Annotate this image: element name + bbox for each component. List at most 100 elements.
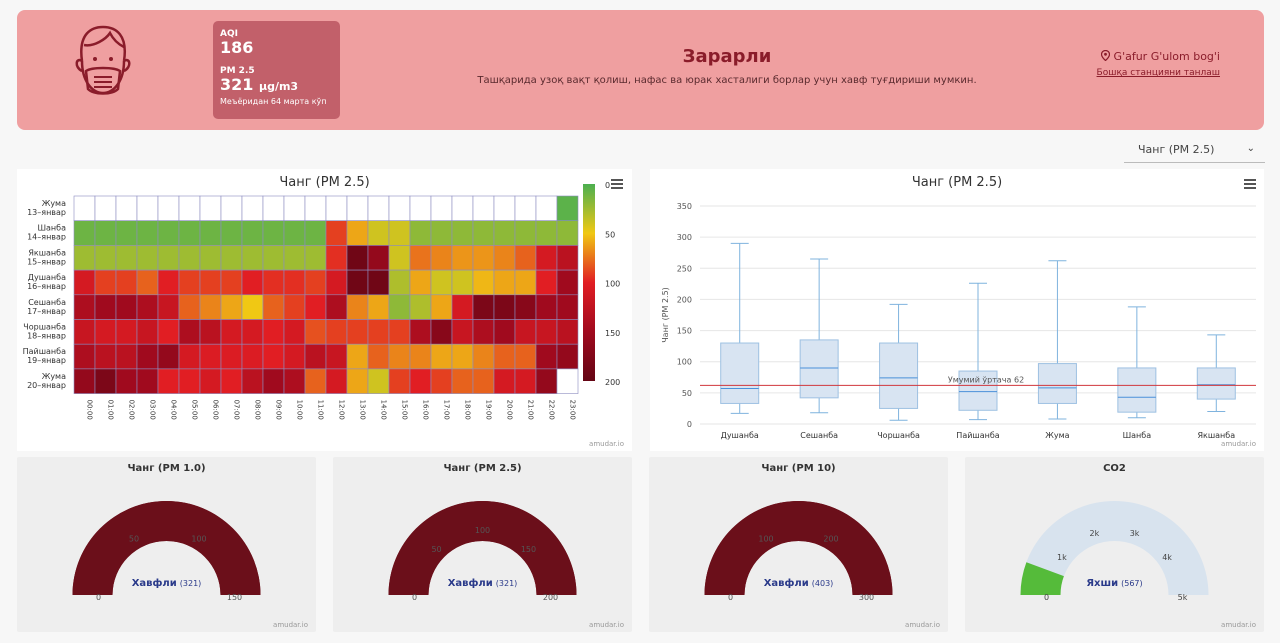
heatmap-cell (535, 294, 558, 320)
heatmap-cell (115, 343, 138, 370)
heatmap-scale-tick: 50 (605, 230, 615, 239)
gauge-status: Яхши (1086, 578, 1118, 589)
heatmap-day-label: Якшанба 15–январ (27, 248, 66, 266)
heatmap-cell (115, 195, 138, 222)
heatmap-cell (325, 343, 348, 370)
change-station-link[interactable]: Бошқа станцияни танлаш (1096, 68, 1220, 78)
heatmap-cell (493, 294, 516, 320)
gauge-pm1: 0 50 100 150 Хавфли (321) (72, 501, 261, 602)
heatmap-cell (178, 319, 201, 345)
heatmap-cell (325, 368, 348, 394)
heatmap-menu-icon[interactable] (611, 179, 623, 189)
heatmap-cell (304, 343, 327, 370)
heatmap-cell (535, 195, 558, 222)
heatmap-cell (514, 245, 537, 271)
heatmap-panel: Чанг (PM 2.5) Жума 13–январ Шанба 14–январ Я… (17, 169, 632, 451)
boxplot-menu-icon[interactable] (1244, 179, 1256, 189)
gauge-value-label: Хавфли (321) (132, 577, 202, 589)
pollutant-select[interactable]: Чанг (PM 2.5) ⌄ (1124, 137, 1265, 163)
heatmap-cell (283, 220, 306, 246)
heatmap-cell (493, 319, 516, 345)
heatmap-cell (115, 269, 138, 296)
heatmap-cell (157, 269, 180, 296)
heatmap-cell (514, 195, 537, 222)
heatmap-cell (73, 220, 96, 246)
heatmap-cell (199, 343, 222, 370)
heatmap-cell (451, 343, 474, 370)
heatmap-cell (451, 220, 474, 246)
gauge-panel-pm1: Чанг (PM 1.0) 0 50 100 150 Хавфли (321) amuda… (17, 457, 316, 632)
heatmap-cell (115, 294, 138, 320)
heatmap-cell (262, 220, 285, 246)
heatmap-cell (241, 245, 264, 271)
heatmap-cell (178, 220, 201, 246)
heatmap-cell (136, 294, 159, 320)
station-name-row: G'afur G'ulom bog'i (1097, 49, 1220, 63)
heatmap-cell (367, 195, 390, 222)
heatmap-cell (409, 319, 432, 345)
heatmap-cell (388, 343, 411, 370)
gauge-pm25: 0 50 100 150 200 Хавфли (321) (388, 501, 577, 602)
heatmap-cell (367, 319, 390, 345)
gauge-value: (567) (1121, 579, 1143, 588)
heatmap-cell (199, 245, 222, 271)
heatmap-hour-label: 02:00 (128, 400, 136, 420)
heatmap-cell (73, 343, 96, 370)
heatmap-cell (157, 195, 180, 222)
heatmap-cell (514, 269, 537, 296)
heatmap-hour-label: 22:00 (548, 400, 556, 420)
heatmap-cell (535, 245, 558, 271)
boxplot-category-label: Якшанба (1197, 431, 1235, 440)
heatmap-cell (283, 195, 306, 222)
heatmap-cell (241, 319, 264, 345)
heatmap-cell (94, 269, 117, 296)
heatmap-cell (199, 195, 222, 222)
heatmap-cell (241, 195, 264, 222)
gauge-panel-co2: CO2 0 1k 2k 3k 4k 5k Яхши (567) amudar.io (965, 457, 1264, 632)
heatmap-hour-label: 18:00 (464, 400, 472, 420)
heatmap-cell (346, 245, 369, 271)
heatmap-cell (199, 368, 222, 394)
chevron-down-icon: ⌄ (1246, 143, 1255, 154)
heatmap-cell (388, 319, 411, 345)
heatmap-cell (388, 294, 411, 320)
pm-unit: µg/m3 (258, 80, 299, 93)
heatmap-cell (304, 269, 327, 296)
gauge-value-label: Хавфли (321) (448, 577, 518, 589)
heatmap-cell (94, 195, 117, 222)
heatmap-cell (325, 319, 348, 345)
heatmap-cell (304, 195, 327, 222)
heatmap-cell (451, 294, 474, 320)
heatmap-cell (157, 368, 180, 394)
heatmap-cell (220, 220, 243, 246)
boxplot-title: Чанг (PM 2.5) (911, 175, 1003, 190)
heatmap-cell (178, 195, 201, 222)
heatmap-hour-label: 06:00 (212, 400, 220, 420)
gauge-tick-label: 150 (521, 545, 536, 554)
heatmap-cell (262, 343, 285, 370)
gauge-tick-label: 50 (129, 535, 139, 544)
heatmap-cell (409, 220, 432, 246)
heatmap-cell (262, 269, 285, 296)
pm-note: Меъёридан 64 марта кўп (220, 97, 327, 106)
aqi-value: 186 (220, 38, 254, 57)
heatmap-cell (157, 245, 180, 271)
heatmap-cell (535, 269, 558, 296)
heatmap-cell (325, 195, 348, 222)
gauge-value: (403) (812, 579, 834, 588)
heatmap-cell (409, 195, 432, 222)
heatmap-cell (388, 220, 411, 246)
heatmap-cell (283, 294, 306, 320)
heatmap-cell (535, 220, 558, 246)
heatmap-cell (409, 368, 432, 394)
heatmap-cell (94, 220, 117, 246)
heatmap-hour-label: 10:00 (296, 400, 304, 420)
heatmap-cell (451, 245, 474, 271)
heatmap-cell (199, 269, 222, 296)
heatmap-cell (430, 294, 453, 320)
heatmap-cell (199, 294, 222, 320)
credit-label: amudar.io (273, 621, 308, 629)
heatmap-cell (451, 368, 474, 394)
heatmap-cell (493, 220, 516, 246)
gauge-tick-label: 0 (96, 593, 101, 602)
